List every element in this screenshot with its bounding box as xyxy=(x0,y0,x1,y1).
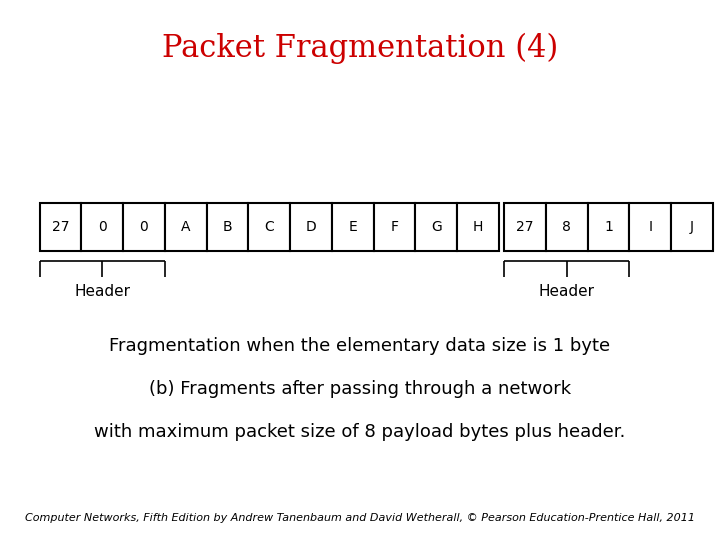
Bar xyxy=(415,202,457,251)
Text: G: G xyxy=(431,220,441,234)
Bar xyxy=(504,202,546,251)
Text: F: F xyxy=(390,220,399,234)
Bar xyxy=(290,202,332,251)
Text: C: C xyxy=(264,220,274,234)
Bar xyxy=(671,202,713,251)
Text: D: D xyxy=(306,220,316,234)
Bar xyxy=(332,202,374,251)
Text: I: I xyxy=(648,220,652,234)
Text: Header: Header xyxy=(74,284,130,299)
Text: with maximum packet size of 8 payload bytes plus header.: with maximum packet size of 8 payload by… xyxy=(94,423,626,441)
Text: Header: Header xyxy=(539,284,595,299)
Text: Packet Fragmentation (4): Packet Fragmentation (4) xyxy=(162,33,558,64)
Text: 0: 0 xyxy=(98,220,107,234)
Text: A: A xyxy=(181,220,191,234)
Bar xyxy=(207,202,248,251)
Bar xyxy=(588,202,629,251)
Text: H: H xyxy=(473,220,483,234)
Text: Fragmentation when the elementary data size is 1 byte: Fragmentation when the elementary data s… xyxy=(109,336,611,355)
Bar xyxy=(123,202,165,251)
Text: 1: 1 xyxy=(604,220,613,234)
Bar xyxy=(81,202,123,251)
Text: 27: 27 xyxy=(52,220,69,234)
Text: J: J xyxy=(690,220,694,234)
Bar xyxy=(629,202,671,251)
Text: B: B xyxy=(222,220,233,234)
Bar xyxy=(40,202,81,251)
Text: E: E xyxy=(348,220,357,234)
Bar xyxy=(248,202,290,251)
Bar xyxy=(546,202,588,251)
Text: Computer Networks, Fifth Edition by Andrew Tanenbaum and David Wetherall, © Pear: Computer Networks, Fifth Edition by Andr… xyxy=(25,514,695,523)
Bar xyxy=(457,202,499,251)
Text: 0: 0 xyxy=(140,220,148,234)
Bar xyxy=(374,202,415,251)
Bar xyxy=(165,202,207,251)
Text: 27: 27 xyxy=(516,220,534,234)
Text: (b) Fragments after passing through a network: (b) Fragments after passing through a ne… xyxy=(149,380,571,398)
Text: 8: 8 xyxy=(562,220,571,234)
